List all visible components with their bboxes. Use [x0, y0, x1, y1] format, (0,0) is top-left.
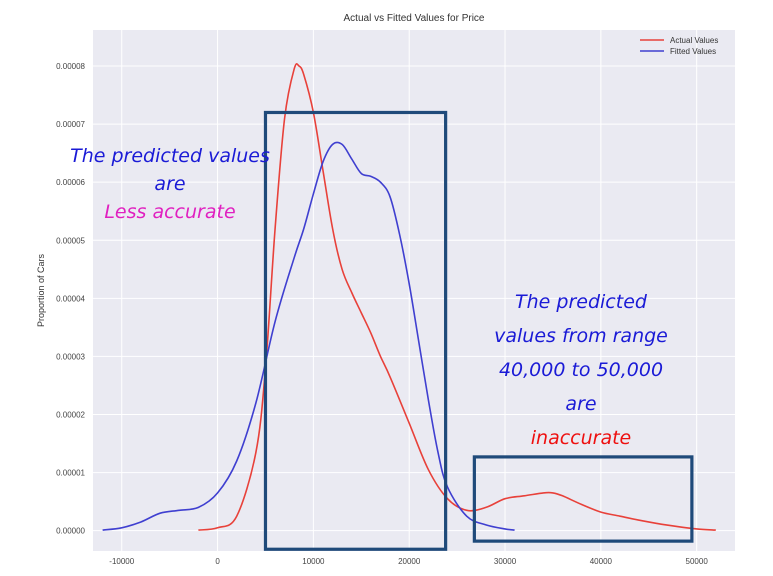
- legend: Actual Values Fitted Values: [640, 36, 718, 56]
- note-left-line: Less accurate: [104, 201, 235, 223]
- note-left-line: are: [154, 173, 185, 195]
- annotation-notes: The predicted values are Less accurate The …: [70, 145, 668, 449]
- box-left-annotation: [263, 110, 448, 551]
- plot-area: [93, 30, 735, 551]
- x-axis-ticks: -10000 0 10000 20000 30000 40000 50000: [109, 557, 708, 566]
- x-tick-label: 0: [215, 557, 220, 566]
- y-tick-label: 0.00002: [56, 411, 85, 420]
- x-tick-label: 50000: [686, 557, 709, 566]
- x-tick-label: 20000: [398, 557, 421, 566]
- series-line-actual: [198, 63, 716, 531]
- y-tick-label: 0.00001: [56, 469, 85, 478]
- y-tick-label: 0.00008: [56, 62, 85, 71]
- y-tick-label: 0.00000: [56, 527, 85, 536]
- y-tick-label: 0.00004: [56, 294, 85, 303]
- x-tick-label: 30000: [494, 557, 517, 566]
- y-tick-label: 0.00003: [56, 352, 85, 361]
- annotation-boxes: [263, 110, 694, 551]
- box-right-annotation: [472, 455, 694, 543]
- note-right-line: are: [565, 393, 596, 415]
- x-tick-label: -10000: [109, 557, 134, 566]
- series-line-fitted: [102, 141, 515, 531]
- legend-label: Fitted Values: [670, 47, 716, 56]
- note-left-line: The predicted values: [70, 145, 270, 167]
- chart-title: Actual vs Fitted Values for Price: [344, 13, 485, 24]
- y-axis-ticks: 0.00000 0.00001 0.00002 0.00003 0.00004 0.000…: [56, 62, 85, 536]
- series-group: [102, 63, 716, 531]
- note-right-line: inaccurate: [531, 427, 632, 449]
- y-tick-label: 0.00007: [56, 120, 85, 129]
- note-right-line: 40,000 to 50,000: [499, 359, 663, 381]
- y-tick-label: 0.00005: [56, 236, 85, 245]
- note-right-line: values from range: [494, 325, 668, 347]
- legend-label: Actual Values: [670, 36, 718, 45]
- y-tick-label: 0.00006: [56, 178, 85, 187]
- note-right-line: The predicted: [515, 291, 648, 313]
- x-tick-label: 10000: [302, 557, 325, 566]
- y-axis-label: Proportion of Cars: [36, 253, 46, 327]
- x-tick-label: 40000: [590, 557, 613, 566]
